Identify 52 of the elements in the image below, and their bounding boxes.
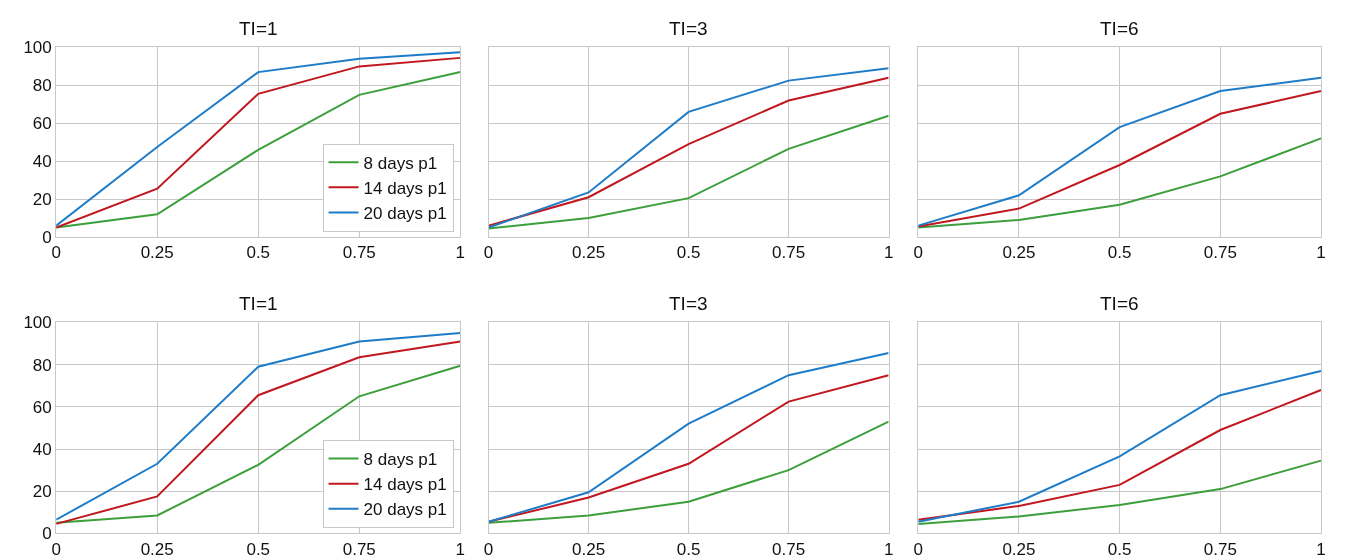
x-tick-label: 0.25	[140, 539, 174, 559]
x-tick-label: 1	[455, 539, 466, 559]
y-tick-label: 20	[32, 482, 52, 502]
chart-title: TI=3	[669, 293, 708, 314]
legend-label: 8 days p1	[363, 153, 438, 173]
x-tick-label: 0.5	[676, 539, 701, 559]
x-tick-label: 1	[455, 243, 466, 263]
chart-title: TI=3	[669, 18, 708, 39]
x-tick-label: 0.5	[1107, 539, 1132, 559]
legend-label: 20 days p1	[363, 204, 447, 224]
x-tick-label: 0.75	[772, 539, 806, 559]
x-tick-label: 0	[483, 243, 494, 263]
x-tick-label: 1	[1316, 539, 1326, 559]
legend-label: 14 days p1	[363, 475, 447, 495]
y-tick-label: 100	[23, 313, 52, 333]
chart-title: TI=1	[239, 293, 278, 314]
y-tick-label: 0	[42, 524, 52, 544]
x-tick-label: 0.75	[1203, 539, 1237, 559]
y-tick-label: 80	[32, 355, 52, 375]
x-tick-label: 0.5	[1107, 243, 1132, 263]
y-tick-label: 20	[32, 190, 52, 210]
legend-label: 14 days p1	[363, 178, 447, 198]
y-tick-label: 60	[32, 114, 52, 134]
x-tick-label: 0.75	[342, 243, 376, 263]
x-tick-label: 0	[483, 539, 494, 559]
x-tick-label: 0.5	[676, 243, 701, 263]
y-tick-label: 100	[23, 38, 52, 58]
x-tick-label: 1	[883, 243, 894, 263]
x-tick-label: 0.25	[1002, 539, 1036, 559]
legend-label: 8 days p1	[363, 450, 438, 470]
y-tick-label: 0	[42, 227, 52, 247]
x-tick-label: 0.75	[1203, 243, 1237, 263]
y-tick-label: 80	[32, 76, 52, 96]
legend-label: 20 days p1	[363, 500, 447, 520]
chart-title: TI=6	[1100, 18, 1139, 39]
chart-title: TI=1	[239, 18, 278, 39]
x-tick-label: 0	[913, 539, 923, 559]
x-tick-label: 0.75	[772, 243, 806, 263]
x-tick-label: 0.75	[342, 539, 376, 559]
x-tick-label: 0.5	[246, 243, 271, 263]
chart-title: TI=6	[1100, 293, 1139, 314]
x-tick-label: 0.25	[1002, 243, 1036, 263]
x-tick-label: 0.5	[246, 539, 271, 559]
x-tick-label: 0.25	[572, 243, 606, 263]
x-tick-label: 1	[883, 539, 894, 559]
x-tick-label: 0.25	[572, 539, 606, 559]
x-tick-label: 1	[1316, 243, 1326, 263]
y-tick-label: 60	[32, 397, 52, 417]
x-tick-label: 0	[913, 243, 923, 263]
y-tick-label: 40	[32, 152, 52, 172]
y-tick-label: 40	[32, 439, 52, 459]
x-tick-label: 0.25	[140, 243, 174, 263]
